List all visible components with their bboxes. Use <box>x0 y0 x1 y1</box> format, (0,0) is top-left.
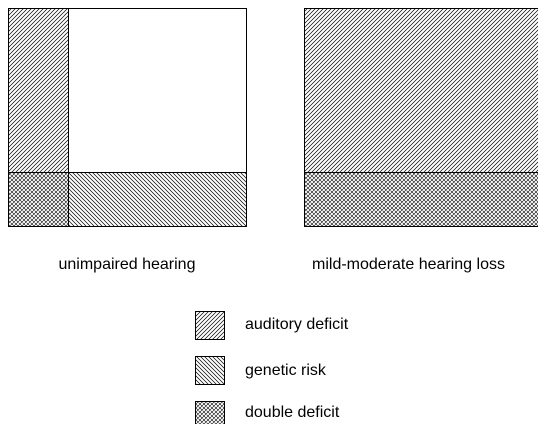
legend-label: genetic risk <box>245 362 327 379</box>
legend-swatch <box>195 401 225 424</box>
panel-hearing-loss <box>304 8 538 227</box>
legend-label: auditory deficit <box>245 316 349 333</box>
panel-label: mild-moderate hearing loss <box>312 256 505 273</box>
double-region <box>304 172 538 227</box>
legend-swatch <box>195 356 225 385</box>
legend: auditory deficit genetic risk double def… <box>195 311 349 424</box>
legend-swatch <box>195 311 225 340</box>
auditory-region <box>304 8 538 173</box>
legend-label: double deficit <box>245 404 340 421</box>
panel-unimpaired <box>8 8 247 227</box>
double-region <box>8 172 69 227</box>
genetic-region <box>68 172 247 227</box>
auditory-region <box>8 8 69 173</box>
panel-label: unimpaired hearing <box>59 256 196 273</box>
